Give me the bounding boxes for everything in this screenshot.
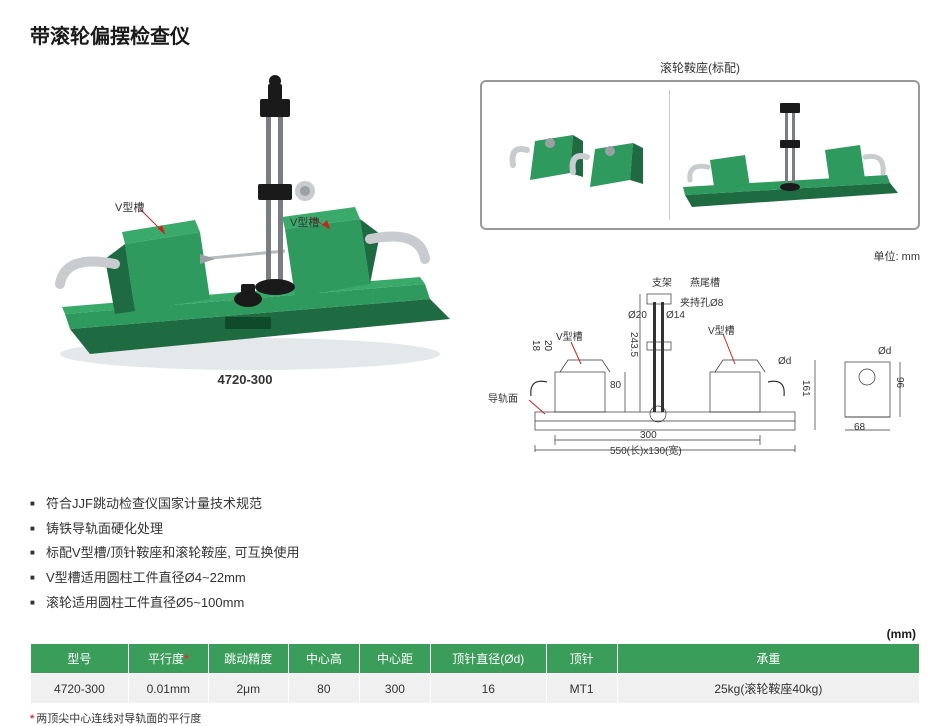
bullet-item: V型槽适用圆柱工件直径Ø4~22mm [30, 566, 920, 591]
dim-daoguimian: 导轨面 [488, 390, 518, 405]
table-row: 4720-3000.01mm2μm8030016MT125kg(滚轮鞍座40kg… [31, 674, 920, 704]
bullet-item: 铸铁导轨面硬化处理 [30, 517, 920, 542]
table-header-cell: 跳动精度 [208, 644, 288, 674]
dim-h2435: 243.5 [628, 332, 639, 357]
dimension-diagram: 支架 燕尾槽 夹持孔Ø8 Ø20 Ø14 V型槽 V型槽 18 20 243.5… [480, 272, 920, 452]
top-section: V型槽 V型槽 4720-300 滚轮鞍座(标配) [30, 59, 920, 452]
unit-label: 单位: mm [480, 248, 920, 264]
dim-d20: Ø20 [628, 310, 647, 321]
table-header-row: 型号平行度*跳动精度中心高中心距顶针直径(Ød)顶针承重 [31, 644, 920, 674]
spec-table: 型号平行度*跳动精度中心高中心距顶针直径(Ød)顶针承重 4720-3000.0… [30, 643, 920, 704]
bullet-item: 符合JJF跳动检查仪国家计量技术规范 [30, 492, 920, 517]
red-star-icon: * [184, 652, 189, 666]
dim-od: Ød [778, 356, 791, 367]
dim-zhijia: 支架 [652, 274, 672, 289]
v-groove-label-1: V型槽 [115, 199, 144, 215]
dim-d14: Ø14 [666, 310, 685, 321]
dim-h96: 96 [894, 377, 905, 388]
table-cell: 25kg(滚轮鞍座40kg) [617, 674, 919, 704]
dim-h80: 80 [610, 380, 621, 391]
table-header-cell: 平行度* [128, 644, 208, 674]
red-star-icon: * [30, 713, 34, 725]
right-column: 滚轮鞍座(标配) [480, 59, 920, 452]
bullet-item: 滚轮适用圆柱工件直径Ø5~100mm [30, 591, 920, 616]
table-cell: 16 [431, 674, 547, 704]
footnote-text: 两顶尖中心连线对导轨面的平行度 [36, 713, 201, 725]
dim-h161: 161 [800, 380, 811, 397]
bullet-item: 标配V型槽/顶针鞍座和滚轮鞍座, 可互换使用 [30, 541, 920, 566]
dim-w68: 68 [854, 422, 865, 433]
model-number: 4720-300 [218, 372, 273, 387]
table-header-cell: 顶针直径(Ød) [431, 644, 547, 674]
dim-w300: 300 [640, 430, 657, 441]
inset-roller-saddles [490, 90, 669, 220]
table-cell: MT1 [546, 674, 617, 704]
product-svg [30, 59, 460, 379]
dim-w550: 550(长)x130(宽) [610, 442, 682, 457]
table-cell: 2μm [208, 674, 288, 704]
dim-vxingcao2: V型槽 [708, 322, 735, 337]
table-cell: 300 [359, 674, 430, 704]
inset-title: 滚轮鞍座(标配) [480, 59, 920, 76]
dim-od2: Ød [878, 346, 891, 357]
inset-box [480, 80, 920, 230]
page-title: 带滚轮偏摆检查仪 [30, 20, 920, 49]
table-header-cell: 中心距 [359, 644, 430, 674]
table-cell: 0.01mm [128, 674, 208, 704]
table-header-cell: 承重 [617, 644, 919, 674]
dim-h20: 20 [542, 340, 553, 351]
dim-vxingcao: V型槽 [556, 328, 583, 343]
dim-h18: 18 [530, 340, 541, 351]
inset-full-assembly [669, 90, 910, 220]
table-header-cell: 型号 [31, 644, 129, 674]
v-groove-label-2: V型槽 [290, 214, 319, 230]
main-product-image: V型槽 V型槽 4720-300 [30, 59, 460, 379]
dim-yanweicao: 燕尾槽 [690, 274, 720, 289]
feature-bullets: 符合JJF跳动检查仪国家计量技术规范 铸铁导轨面硬化处理 标配V型槽/顶针鞍座和… [30, 492, 920, 615]
table-header-cell: 顶针 [546, 644, 617, 674]
table-cell: 4720-300 [31, 674, 129, 704]
table-cell: 80 [288, 674, 359, 704]
dim-jiachikong: 夹持孔Ø8 [680, 294, 723, 309]
table-header-cell: 中心高 [288, 644, 359, 674]
footnote: *两顶尖中心连线对导轨面的平行度 [30, 710, 920, 726]
table-unit: (mm) [30, 627, 920, 641]
